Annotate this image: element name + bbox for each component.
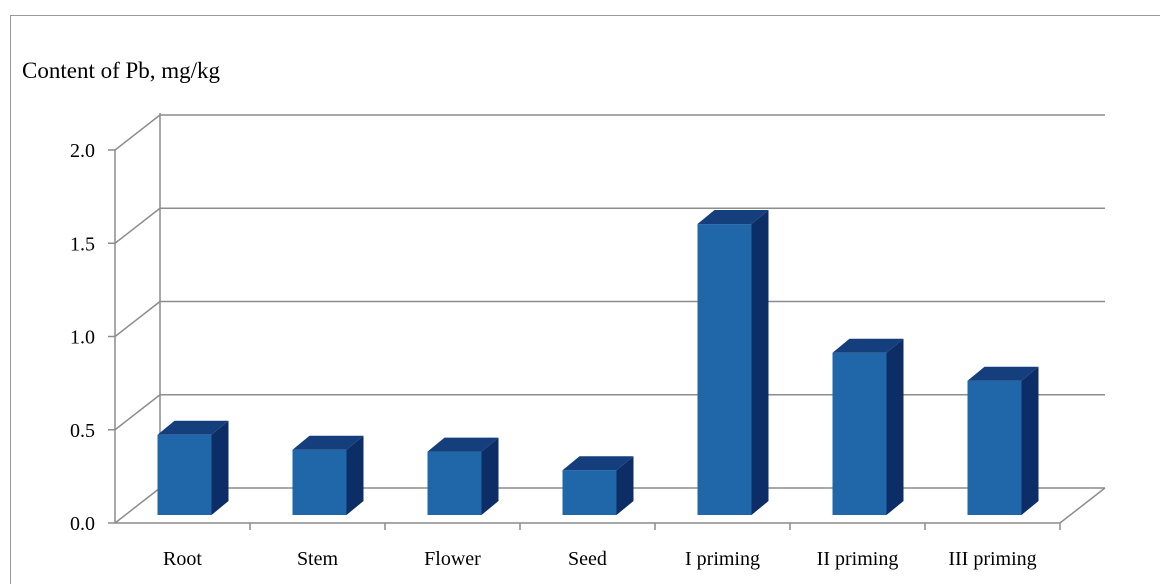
chart-frame <box>10 15 1160 584</box>
bar <box>832 338 904 515</box>
gridline-diagonal <box>114 114 161 151</box>
x-axis-ticks: Root Stem Flower Seed I priming II priming III… <box>163 523 1061 570</box>
x-tick-label: II priming <box>817 548 899 570</box>
bar-side <box>616 456 634 515</box>
bar <box>292 435 364 515</box>
bar <box>697 210 769 515</box>
bar <box>157 420 229 515</box>
y-tick-label: 0.0 <box>70 513 95 535</box>
bar-top <box>292 435 364 450</box>
bar-side <box>1021 366 1039 515</box>
y-tick-label: 1.0 <box>70 327 95 349</box>
x-tick-label: Flower <box>424 548 481 570</box>
bar-series <box>157 210 1039 515</box>
bar-side <box>481 437 499 515</box>
gridline-diagonal <box>114 487 161 524</box>
bar-front <box>697 224 752 515</box>
x-tick-label: Stem <box>297 548 339 570</box>
x-tick-label: Seed <box>568 548 607 570</box>
bar-front <box>427 451 482 515</box>
y-tick-label: 2.0 <box>70 140 95 162</box>
bar <box>562 456 634 515</box>
bar-top <box>967 366 1039 381</box>
bar <box>967 366 1039 515</box>
x-tick-label: Root <box>163 548 202 570</box>
bar-front <box>157 434 212 515</box>
bar-front <box>562 470 617 515</box>
x-tick-label: III priming <box>948 548 1036 570</box>
gridline-diagonal <box>114 300 161 338</box>
bar-side <box>751 210 769 515</box>
bar <box>427 437 499 515</box>
gridline-diagonal <box>114 394 161 431</box>
y-axis-ticks: 0.0 0.5 1.0 1.5 2.0 <box>70 140 115 535</box>
bar-top <box>427 437 499 452</box>
bar-front <box>967 380 1022 515</box>
bar-side <box>211 420 229 515</box>
bar-side <box>346 435 364 515</box>
bar-top <box>832 338 904 353</box>
y-tick-label: 0.5 <box>70 420 95 442</box>
bar-top <box>562 456 634 471</box>
bar-top <box>697 210 769 225</box>
y-tick-label: 1.5 <box>70 233 95 255</box>
gridline-diagonal <box>114 207 161 244</box>
bar-side <box>886 338 904 515</box>
x-tick-label: I priming <box>685 548 760 570</box>
bar-top <box>157 420 229 435</box>
bar-front <box>832 352 887 515</box>
chart-title: Content of Pb, mg/kg <box>22 58 221 83</box>
bar-front <box>292 449 347 515</box>
